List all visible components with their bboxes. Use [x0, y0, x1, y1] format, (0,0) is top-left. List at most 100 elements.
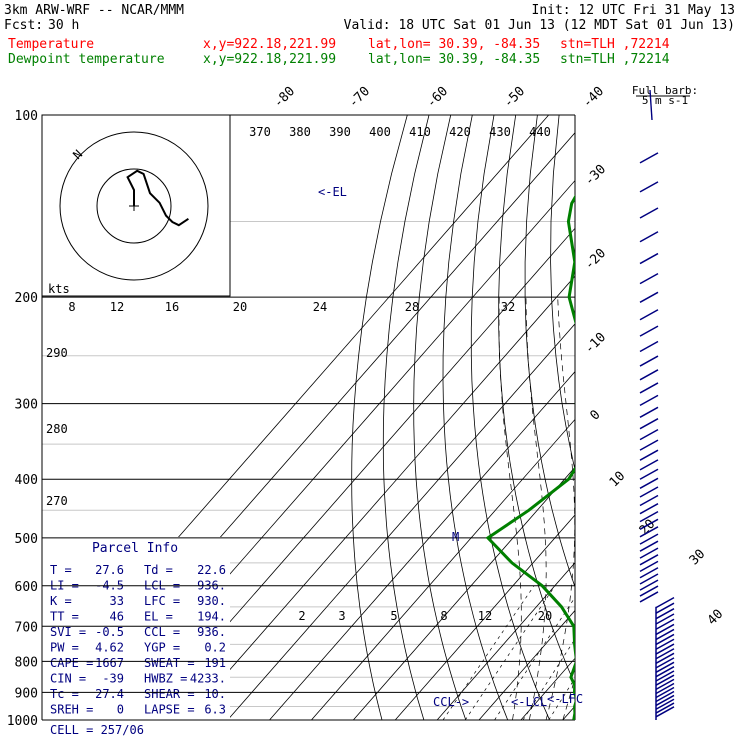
- pressure-tick-label: 400: [15, 473, 38, 488]
- sounding-marker: M: [452, 530, 459, 544]
- parcel-param-value: 4.62: [95, 641, 124, 655]
- parcel-param-value: -39: [102, 672, 124, 686]
- isotherm-label: -80: [271, 84, 298, 111]
- parcel-param-name: LFC =: [144, 594, 180, 608]
- parcel-param-value: 0: [117, 703, 124, 717]
- wind-barb: [639, 394, 659, 407]
- forecast-label: Fcst:: [4, 18, 44, 33]
- dry-adiabat-line: [470, 115, 551, 720]
- dry-adiabat-label: 290: [46, 346, 68, 360]
- pressure-tick-label: 100: [15, 109, 38, 124]
- isotherm-label: 40: [705, 607, 727, 629]
- isotherm-line: [689, 115, 740, 720]
- wind-barb: [639, 291, 659, 303]
- theta-label: 390: [329, 125, 351, 139]
- legend-temperature: Temperature: [8, 37, 95, 52]
- parcel-param-value: 0.2: [204, 641, 226, 655]
- wind-barb: [639, 406, 659, 418]
- mixing-ratio-label: 12: [478, 609, 492, 623]
- dry-adiabat-line: [711, 115, 740, 733]
- dry-adiabat-line: [733, 115, 740, 733]
- isotherm-label: -40: [580, 84, 607, 111]
- dry-adiabat-line: [623, 115, 740, 733]
- dry-adiabat-line: [689, 115, 740, 733]
- wind-barb: [639, 468, 659, 480]
- wind-barb: [655, 613, 675, 625]
- wind-barb: [655, 618, 675, 630]
- wind-barb: [655, 690, 675, 703]
- isotherm-line: [352, 466, 575, 720]
- mixing-ratio-line: [522, 638, 575, 720]
- wind-barb: [639, 459, 659, 471]
- parcel-param-name: CIN =: [50, 672, 86, 686]
- theta-label: 440: [529, 125, 551, 139]
- parcel-param-name: SWEAT =: [144, 656, 195, 670]
- wind-barb: [655, 652, 675, 664]
- parcel-param-name: SHEAR =: [144, 687, 195, 701]
- isotherm-line: [562, 705, 575, 720]
- isotherm-line: [436, 562, 575, 720]
- pressure-tick-label: 300: [15, 398, 38, 413]
- wind-barb: [639, 573, 659, 585]
- hodograph-trace: [126, 169, 189, 227]
- wind-barb: [639, 181, 659, 193]
- wind-barb: [655, 643, 675, 655]
- parcel-param-name: CCL =: [144, 625, 180, 639]
- wind-barb: [639, 231, 659, 243]
- wind-barb: [639, 325, 659, 337]
- parcel-param-value: 4233.: [190, 672, 226, 686]
- moist-adiabat-line: [596, 297, 694, 720]
- ring-speed-label: 24: [313, 300, 327, 314]
- parcel-param-value: 10.: [204, 687, 226, 701]
- wind-barb: [639, 382, 659, 394]
- temperature-station: stn=TLH ,72214: [560, 37, 670, 52]
- wind-barb: [655, 628, 675, 641]
- wind-barb: [655, 633, 675, 646]
- parcel-param-value: 930.: [197, 594, 226, 608]
- valid-time: Valid: 18 UTC Sat 01 Jun 13 (12 MDT Sat …: [343, 18, 735, 33]
- mixing-ratio-label: 20: [538, 609, 552, 623]
- parcel-param-value: 936.: [197, 625, 226, 639]
- theta-label: 400: [369, 125, 391, 139]
- parcel-param-value: 194.: [197, 610, 226, 624]
- isotherm-label: 30: [687, 547, 709, 569]
- wind-barb: [639, 554, 659, 566]
- isotherm-line: [605, 115, 740, 720]
- pressure-tick-label: 1000: [7, 714, 38, 729]
- parcel-param-value: 46: [110, 610, 124, 624]
- wind-barb: [639, 526, 659, 538]
- wind-barb: [639, 540, 659, 552]
- parcel-cell: CELL = 257/06: [50, 723, 144, 737]
- wind-barb: [655, 670, 675, 682]
- parcel-param-value: -0.5: [95, 625, 124, 639]
- wind-barb: [655, 702, 675, 714]
- parcel-param-value: 6.3: [204, 703, 226, 717]
- ring-speed-label: 32: [501, 300, 515, 314]
- hodograph-speed-label: kts: [48, 282, 70, 296]
- wind-barb: [655, 678, 675, 691]
- forecast-hour: 30 h: [48, 18, 80, 33]
- dry-adiabat-line: [524, 115, 575, 589]
- moist-adiabat-line: [580, 297, 648, 720]
- parcel-param-name: EL =: [144, 610, 173, 624]
- ring-speed-label: 20: [233, 300, 247, 314]
- parcel-param-name: Td =: [144, 563, 173, 577]
- wind-barb: [655, 638, 675, 650]
- mixing-ratio-label: 3: [338, 609, 345, 623]
- parcel-param-name: T =: [50, 563, 72, 577]
- wind-barb: [639, 585, 659, 597]
- isotherm-line: [478, 609, 575, 720]
- wind-barb: [639, 579, 659, 591]
- wind-barb: [639, 560, 659, 573]
- wind-barb: [639, 152, 659, 164]
- dewpoint-trace: [485, 194, 575, 720]
- wind-barb: [655, 694, 675, 707]
- pressure-tick-label: 200: [15, 291, 38, 306]
- hodograph-ring: [59, 131, 209, 281]
- wind-barb: [639, 369, 659, 381]
- init-time: Init: 12 UTC Fri 31 May 13: [531, 3, 736, 18]
- wind-barb: [639, 510, 659, 523]
- isotherm-line: [311, 418, 575, 720]
- sounding-marker: CCL->: [433, 695, 469, 709]
- wind-barb: [639, 340, 659, 353]
